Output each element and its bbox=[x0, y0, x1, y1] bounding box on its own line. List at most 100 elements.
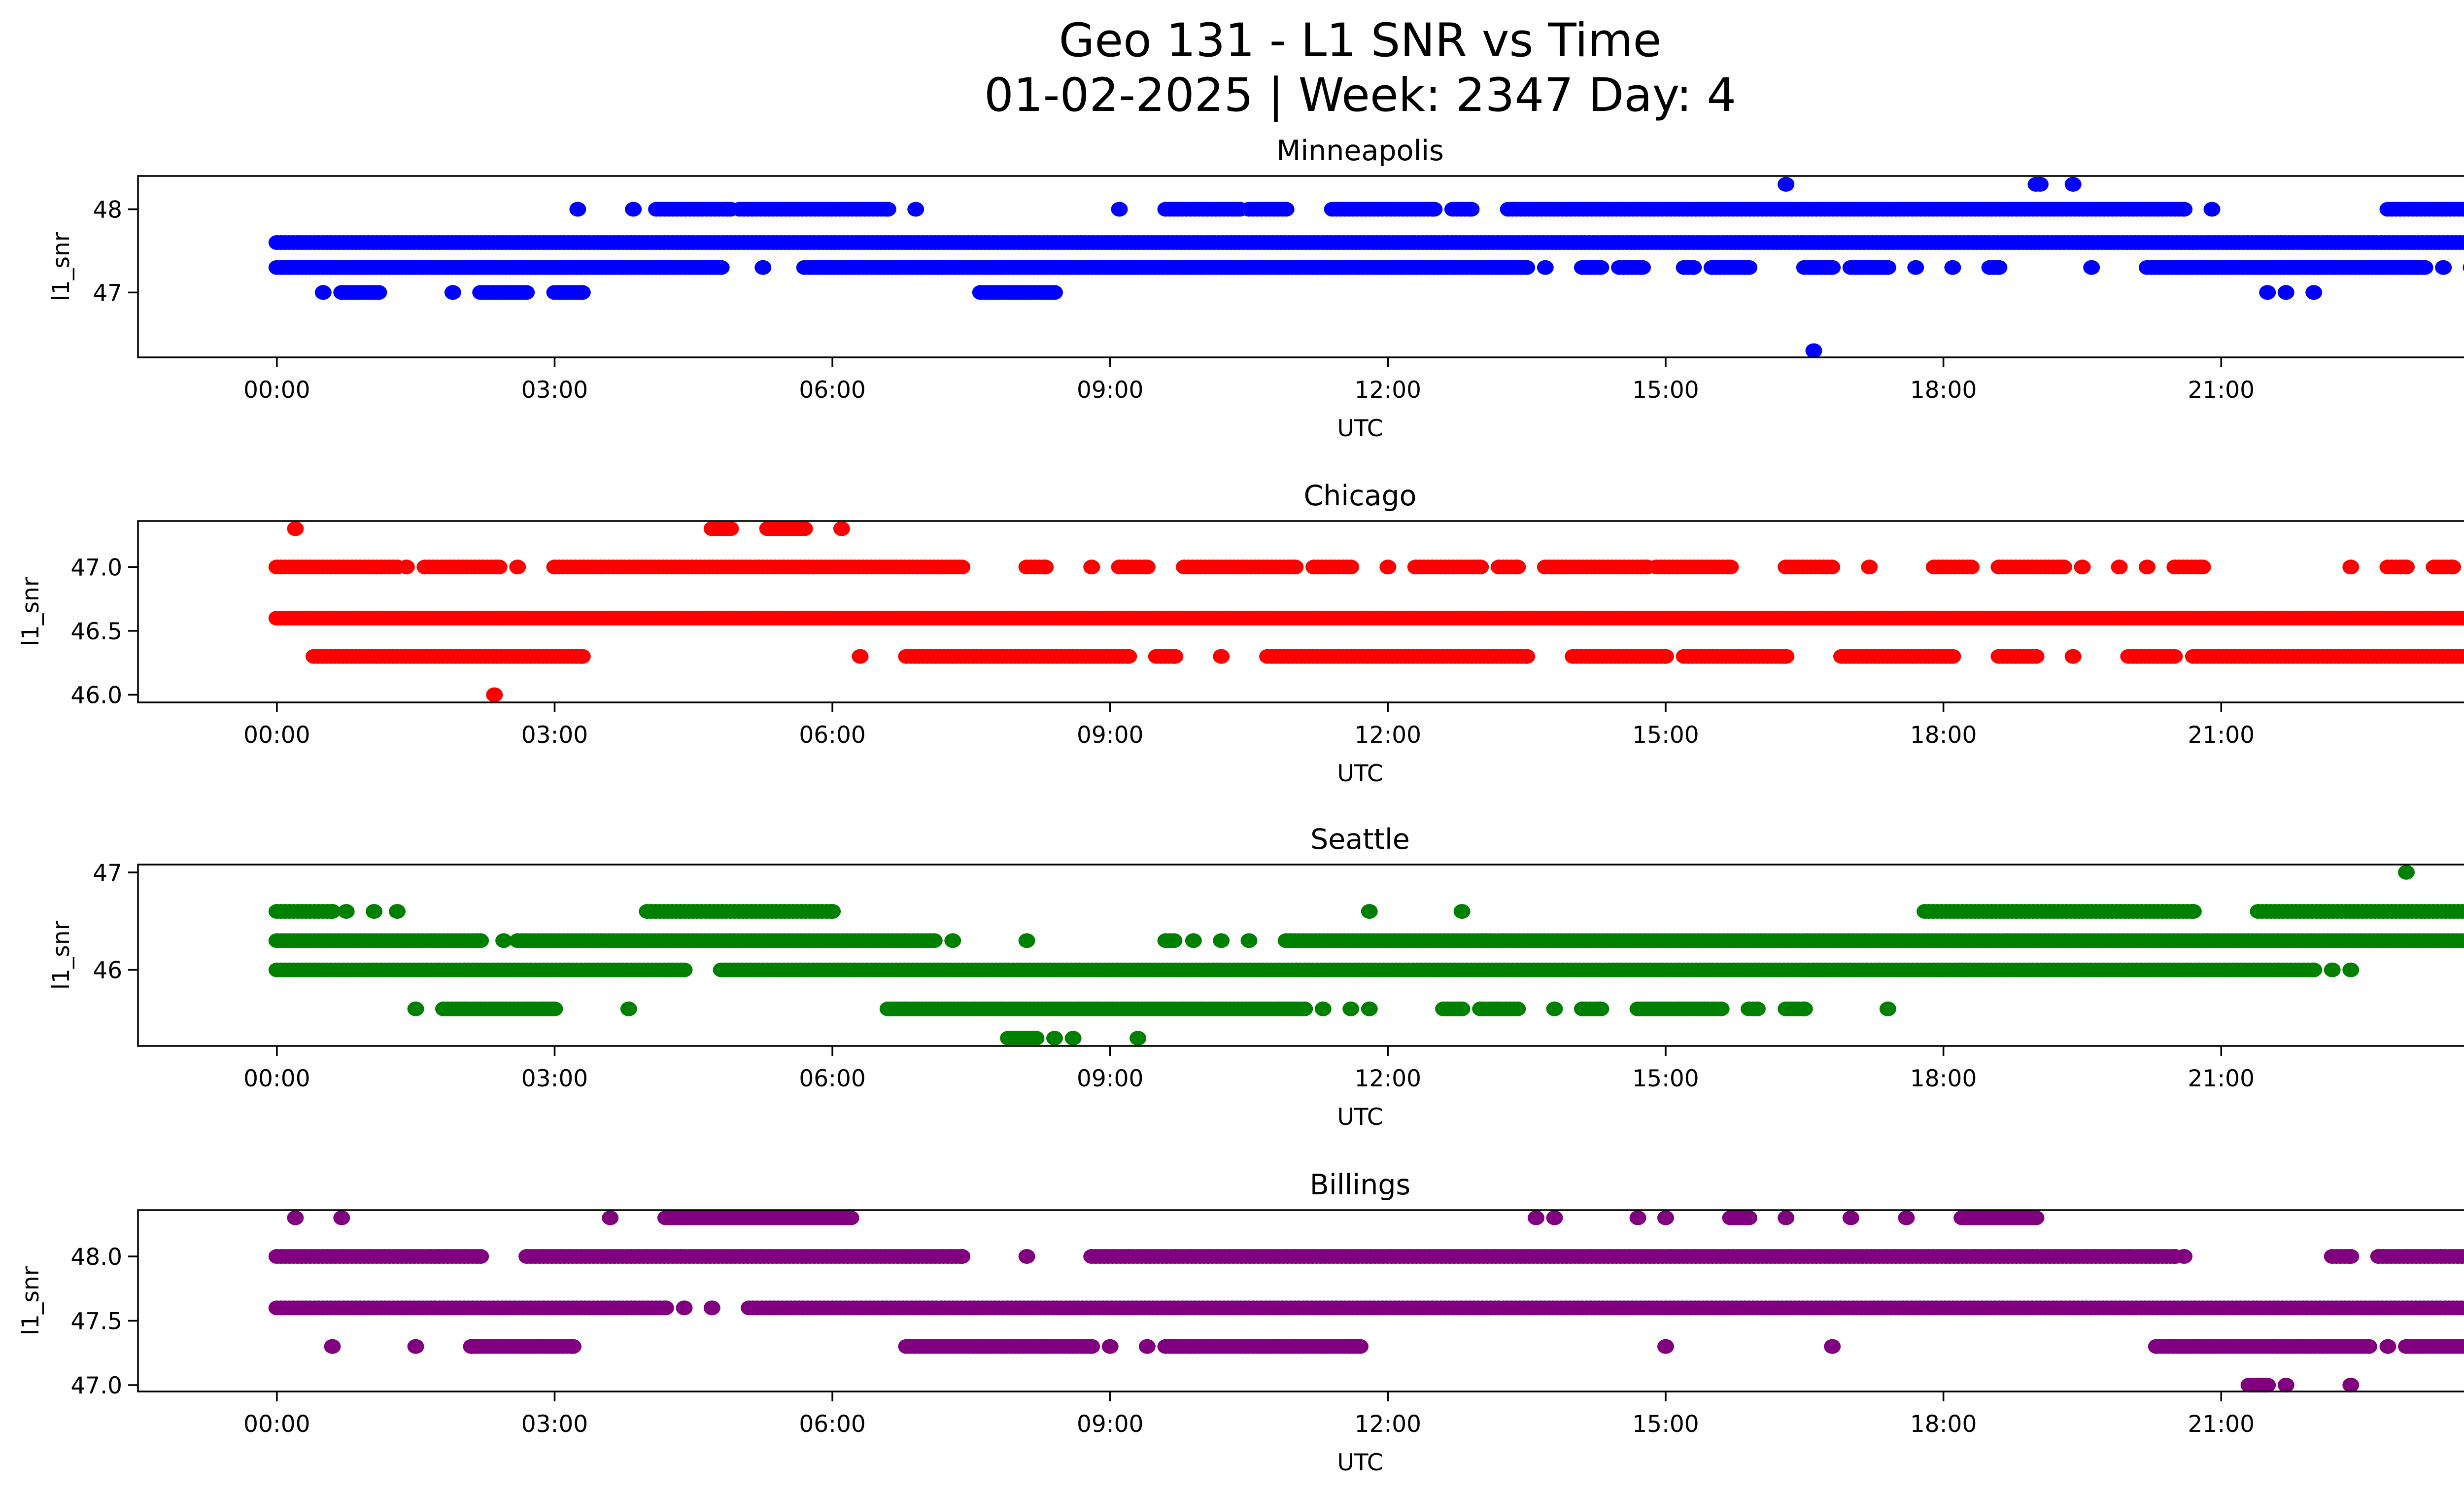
data-point bbox=[1111, 202, 1128, 217]
data-point bbox=[1879, 260, 1896, 275]
data-point bbox=[1296, 1001, 1313, 1016]
subplot-seattle: 00:00 03:00 06:00 09:00 12:00 15:00 18:00 21:00… bbox=[48, 823, 2464, 1131]
data-point bbox=[954, 1249, 971, 1264]
data-point bbox=[1537, 260, 1554, 275]
seattle-points bbox=[268, 865, 2464, 1046]
data-point bbox=[944, 933, 961, 948]
data-point bbox=[1722, 559, 1739, 575]
data-point bbox=[1213, 649, 1230, 664]
data-point bbox=[1509, 559, 1526, 575]
data-point bbox=[1138, 559, 1156, 575]
data-point bbox=[2463, 205, 2464, 213]
data-point bbox=[2460, 650, 2464, 663]
data-point bbox=[1823, 559, 1841, 575]
subplot-title: Minneapolis bbox=[1276, 135, 1444, 167]
x-axis-label: UTC bbox=[1337, 415, 1383, 442]
data-point bbox=[2185, 904, 2202, 919]
data-point bbox=[1898, 1210, 1915, 1225]
data-point bbox=[486, 687, 503, 702]
data-point bbox=[620, 1001, 637, 1016]
x-tick-label: 09:00 bbox=[1077, 377, 1143, 404]
data-point bbox=[1165, 933, 1183, 948]
data-point bbox=[1546, 1210, 1563, 1225]
data-point bbox=[676, 962, 693, 977]
x-tick-label: 21:00 bbox=[2188, 722, 2255, 749]
data-point bbox=[1796, 1001, 1813, 1016]
x-tick-label: 00:00 bbox=[243, 1065, 310, 1092]
chicago-points bbox=[268, 521, 2464, 702]
data-point bbox=[2460, 612, 2464, 625]
data-point bbox=[907, 202, 924, 217]
data-point bbox=[398, 559, 415, 575]
data-point bbox=[1712, 1001, 1730, 1016]
data-point bbox=[1546, 1001, 1563, 1016]
data-point bbox=[1879, 1001, 1896, 1016]
minneapolis-axes-frame bbox=[137, 175, 2464, 358]
data-point bbox=[2444, 559, 2461, 575]
data-point bbox=[2435, 260, 2452, 275]
data-point bbox=[574, 649, 591, 664]
data-point bbox=[1907, 260, 1924, 275]
y-axis-label: l1_snr bbox=[48, 232, 75, 301]
data-point bbox=[389, 904, 406, 919]
subplot-minneapolis: 00:00 03:00 06:00 09:00 12:00 15:00 18:00 21:00… bbox=[48, 135, 2464, 442]
data-point bbox=[1342, 1001, 1360, 1016]
y-tick-label: 47 bbox=[93, 279, 122, 307]
data-point bbox=[2259, 285, 2276, 300]
data-point bbox=[444, 285, 461, 300]
data-point bbox=[602, 1210, 619, 1225]
data-point bbox=[2342, 559, 2360, 575]
x-tick-label: 09:00 bbox=[1077, 1065, 1143, 1092]
data-point bbox=[676, 1300, 693, 1316]
data-point bbox=[2064, 649, 2082, 664]
data-point bbox=[796, 521, 813, 536]
x-tick-label: 12:00 bbox=[1355, 722, 1421, 749]
data-point bbox=[1287, 559, 1304, 575]
data-point bbox=[925, 933, 943, 948]
data-point bbox=[1528, 1210, 1544, 1225]
data-point bbox=[1166, 649, 1184, 664]
data-point bbox=[1361, 904, 1378, 919]
data-point bbox=[1342, 559, 1360, 575]
y-axis-label: l1_snr bbox=[17, 577, 44, 646]
data-point bbox=[1741, 260, 1758, 275]
y-tick-label: 46.0 bbox=[70, 682, 122, 709]
x-tick-label: 00:00 bbox=[243, 377, 310, 404]
data-point bbox=[2398, 559, 2415, 575]
x-tick-label: 15:00 bbox=[1632, 377, 1699, 404]
data-point bbox=[1064, 1031, 1082, 1046]
data-point bbox=[2032, 176, 2049, 192]
x-tick-label: 12:00 bbox=[1355, 1065, 1421, 1092]
data-point bbox=[1027, 1031, 1045, 1046]
data-point bbox=[1944, 649, 1961, 664]
data-point bbox=[2083, 260, 2100, 275]
data-point bbox=[2324, 962, 2341, 977]
data-point bbox=[574, 285, 591, 300]
data-point bbox=[2027, 1210, 2045, 1225]
data-point bbox=[1518, 649, 1536, 664]
data-point bbox=[722, 521, 739, 536]
data-point bbox=[1185, 933, 1202, 948]
data-point bbox=[569, 202, 586, 217]
x-tick-label: 03:00 bbox=[521, 1065, 588, 1092]
data-point bbox=[1741, 1210, 1758, 1225]
data-point bbox=[1842, 1210, 1859, 1225]
data-point bbox=[1120, 649, 1137, 664]
data-point bbox=[2203, 202, 2221, 217]
figure-title-line1: Geo 131 - L1 SNR vs Time bbox=[1059, 14, 1662, 68]
data-point bbox=[287, 1210, 304, 1225]
data-point bbox=[2176, 202, 2193, 217]
data-point bbox=[1657, 1210, 1674, 1225]
y-tick-label: 46.5 bbox=[70, 618, 122, 645]
data-point bbox=[2194, 559, 2211, 575]
data-point bbox=[2458, 904, 2464, 919]
data-point bbox=[1463, 202, 1480, 217]
subplot-title: Chicago bbox=[1303, 480, 1416, 512]
data-point bbox=[2111, 559, 2128, 575]
data-point bbox=[2064, 176, 2082, 192]
data-point bbox=[1314, 1001, 1332, 1016]
data-point bbox=[2277, 285, 2294, 300]
data-point bbox=[2166, 649, 2183, 664]
x-tick-label: 18:00 bbox=[1910, 722, 1977, 749]
